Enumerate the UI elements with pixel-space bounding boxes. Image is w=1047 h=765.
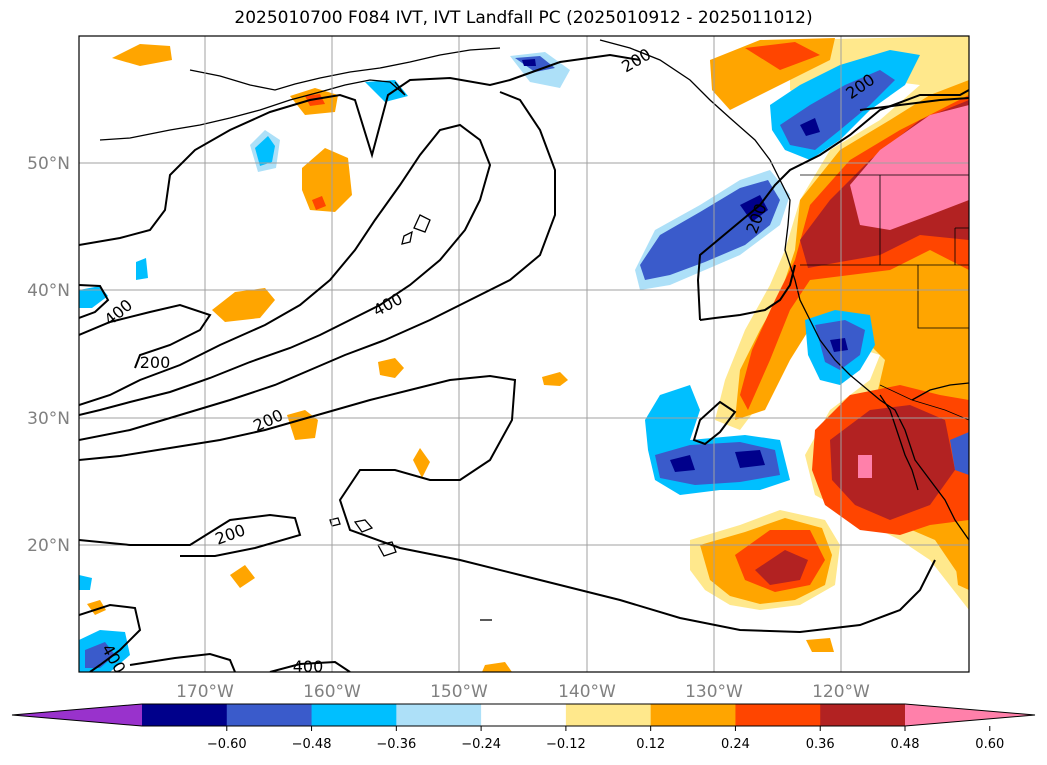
shade-pos-small-11	[955, 552, 969, 590]
shade-neg-small-2	[79, 286, 108, 308]
contour-label-1: 200	[140, 353, 171, 372]
coastlines	[99, 39, 969, 621]
shade-neg-dark-4	[830, 338, 848, 352]
shade-neg-dark-1	[740, 195, 768, 222]
colorbar-extend-high	[905, 704, 1035, 726]
gridlines	[79, 36, 969, 672]
shade-pos-small-3	[212, 288, 275, 322]
us-mexico-border	[879, 384, 969, 421]
colorbar-tick-label: 0.48	[891, 737, 920, 752]
colorbar-tick-label: 0.36	[806, 737, 835, 752]
shade-pos-small-10	[806, 638, 834, 652]
colorbar-swatch	[226, 704, 313, 726]
contour-200-coast-2	[699, 264, 796, 321]
contour-400-bottom	[269, 660, 351, 672]
lon-label-120: 120°W	[812, 682, 870, 702]
shade-pos-small-9	[230, 565, 255, 588]
hawaii-like-islands	[401, 214, 431, 245]
colorbar-tick-label: −0.24	[461, 737, 501, 752]
shade-pos-small-12	[87, 600, 106, 615]
contour-200-closed	[692, 400, 737, 446]
colorbar-swatch	[650, 704, 736, 726]
colorbar-tick-label: 0.60	[975, 737, 1004, 752]
shade-pos-small-6	[378, 358, 404, 378]
aleutian-coast	[99, 79, 406, 141]
lat-label-50: 50°N	[27, 154, 70, 174]
shade-pos-dark-3	[755, 550, 808, 585]
shade-pos-small-13	[482, 662, 512, 672]
colorbar-tick-label: 0.12	[636, 737, 665, 752]
contour-200-ne	[859, 97, 969, 111]
colorbar-tick-label: 0.24	[721, 737, 750, 752]
map-title: 2025010700 F084 IVT, IVT Landfall PC (20…	[234, 8, 813, 28]
shade-pos-small-7	[413, 448, 430, 478]
borders	[800, 174, 969, 421]
colorbar-swatch	[735, 704, 821, 726]
ivt-pc-shading	[79, 36, 969, 672]
colorbar-tick-label: −0.48	[292, 737, 332, 752]
shade-pos-small-1b	[312, 196, 326, 210]
colorbar-swatch	[565, 704, 652, 726]
colorbar-swatch	[481, 704, 567, 726]
contour-400-west	[79, 284, 110, 319]
shade-neg-mid-5	[85, 642, 115, 668]
contour-200-mid	[79, 91, 556, 441]
shade-neg-dark-2b	[735, 450, 765, 468]
lon-label-130: 130°W	[685, 682, 743, 702]
contour-200-bottom	[129, 652, 236, 672]
lon-label-170: 170°W	[176, 682, 234, 702]
contour-200-sw	[79, 513, 302, 557]
shade-neg-small-6	[136, 258, 148, 280]
lon-label-140: 140°W	[558, 682, 616, 702]
baja-coast	[879, 394, 919, 491]
colorbar-swatch	[311, 704, 397, 726]
shade-pos-pink-2	[858, 455, 872, 478]
colorbar-tick-label: −0.36	[376, 737, 416, 752]
alaska-coast	[189, 47, 501, 91]
west-coast	[599, 39, 969, 541]
contour-200-north	[79, 53, 641, 246]
colorbar-tick-label: −0.12	[546, 737, 586, 752]
shade-pos-small-8	[542, 372, 568, 386]
shade-pos-small-1	[302, 148, 352, 212]
colorbar-tick-label: −0.60	[207, 737, 247, 752]
shade-neg-dark-2a	[670, 455, 695, 472]
shade-neg-cyan-6	[79, 575, 92, 590]
lon-label-150: 150°W	[430, 682, 488, 702]
contour-400-sw	[79, 603, 142, 672]
state-border-4	[954, 227, 969, 265]
shade-neg-small-5	[950, 432, 969, 475]
shade-neg-small-1b	[255, 136, 275, 166]
lon-labels: 170°W 160°W 150°W 140°W 130°W 120°W	[176, 682, 870, 702]
shade-neg-small-3c	[522, 59, 536, 66]
shade-pos-small-2	[112, 44, 172, 66]
colorbar: −0.60 −0.48 −0.36 −0.24 −0.12 0.12 0.24 0.36 0.4…	[11, 703, 1036, 752]
plot-frame	[78, 35, 970, 673]
colorbar-extend-low	[12, 704, 142, 726]
colorbar-swatch	[396, 704, 482, 726]
contour-200-west	[79, 303, 212, 369]
colorbar-swatch	[142, 704, 228, 726]
mexico-coast	[911, 382, 969, 401]
contour-label-7: 400	[293, 657, 324, 676]
shade-neg-dark-3	[800, 118, 820, 136]
colorbar-swatch	[820, 704, 906, 726]
lat-label-20: 20°N	[27, 536, 70, 556]
state-border-2	[917, 265, 969, 329]
lat-label-30: 30°N	[27, 409, 70, 429]
colorbar-outline	[11, 703, 1036, 727]
lat-label-40: 40°N	[27, 281, 70, 301]
contour-200-south	[79, 374, 936, 634]
ivt-contours	[79, 53, 969, 672]
lat-labels: 50°N 40°N 30°N 20°N	[27, 154, 70, 556]
contour-200-coast	[696, 89, 969, 321]
lon-label-160: 160°W	[303, 682, 361, 702]
shade-pos-red-4	[745, 42, 820, 70]
shade-pos-dark-2	[830, 405, 955, 520]
contour-400-inner	[79, 123, 492, 416]
